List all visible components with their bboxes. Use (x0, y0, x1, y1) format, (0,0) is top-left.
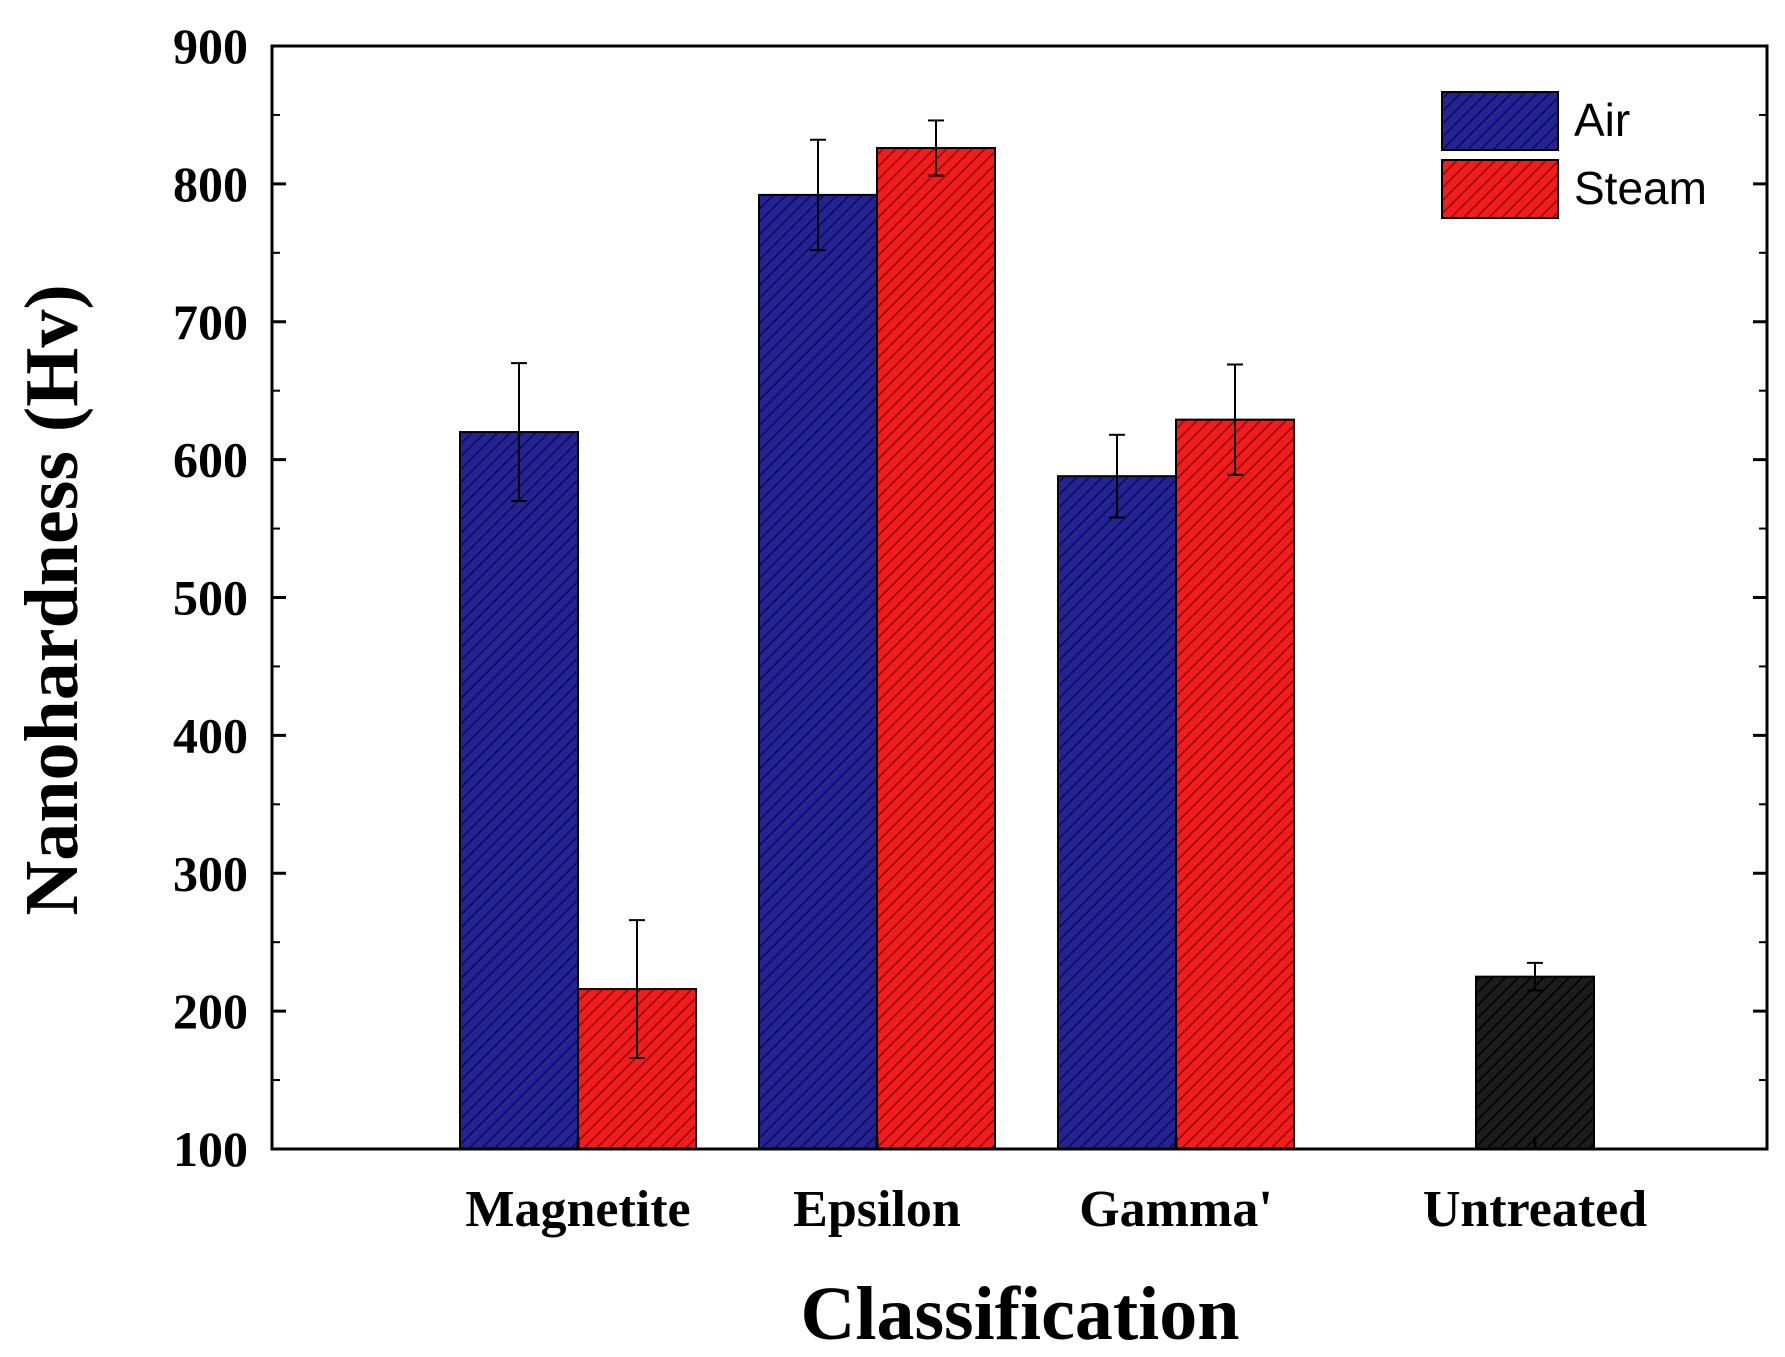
y-tick-label: 400 (173, 707, 248, 763)
y-tick-label: 300 (173, 845, 248, 901)
x-category-label-untreated: Untreated (1423, 1181, 1647, 1238)
error-bar-steam-gamma (1227, 363, 1243, 476)
y-tick-label: 500 (173, 570, 248, 626)
error-bar-untreated (1527, 961, 1543, 992)
bar-steam-gamma (1175, 418, 1295, 1150)
error-bar-steam-epsilon (928, 119, 944, 177)
bars-layer (459, 147, 1595, 1151)
y-axis-title: Nanohardness (Hv) (10, 284, 94, 915)
bar-steam-epsilon (876, 147, 996, 1150)
bar-untreated (1475, 975, 1595, 1150)
error-bar-steam-magnetite (629, 919, 645, 1060)
x-category-label-magnetite: Magnetite (465, 1181, 690, 1238)
error-bar-air-magnetite (511, 362, 527, 502)
legend-swatch-steam (1441, 159, 1559, 219)
x-category-label-gamma: Gamma' (1079, 1181, 1273, 1238)
y-tick-label: 600 (173, 432, 248, 488)
y-tick-labels-layer: 100 200 300 400 500 600 700 800 900 (173, 18, 248, 1177)
y-tick-label: 200 (173, 983, 248, 1039)
y-tick-label: 700 (173, 294, 248, 350)
legend-swatch-air (1441, 91, 1559, 151)
bar-air-magnetite (459, 431, 579, 1150)
y-tick-label: 100 (173, 1121, 248, 1177)
bar-air-epsilon (758, 193, 878, 1150)
y-ticks-layer (272, 44, 1767, 1151)
x-category-labels-layer: Magnetite Epsilon Gamma' Untreated (465, 1181, 1647, 1238)
error-bar-air-epsilon (810, 138, 826, 252)
legend-label-air: Air (1574, 94, 1630, 146)
bar-air-gamma (1057, 475, 1177, 1151)
error-bar-air-gamma (1109, 433, 1125, 519)
error-bars-layer (511, 119, 1543, 1060)
x-category-label-epsilon: Epsilon (793, 1181, 961, 1238)
legend: Air Steam (1441, 91, 1707, 219)
x-axis-title: Classification (800, 1272, 1239, 1356)
legend-label-steam: Steam (1574, 162, 1707, 214)
y-tick-label: 800 (173, 156, 248, 212)
y-tick-label: 900 (173, 18, 248, 74)
